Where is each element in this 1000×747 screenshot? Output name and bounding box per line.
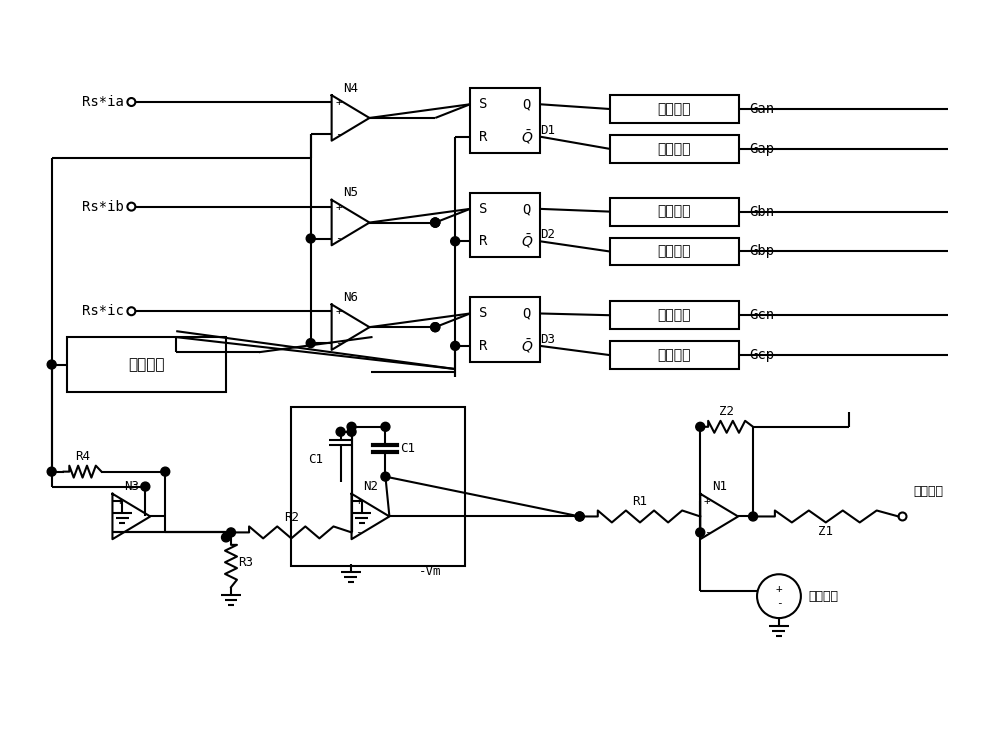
Circle shape [575,512,584,521]
Text: 死区电路: 死区电路 [658,348,691,362]
Circle shape [161,467,170,476]
Text: -: - [776,598,782,608]
Circle shape [696,528,705,537]
Circle shape [451,237,460,246]
Text: +: + [335,306,342,316]
Bar [610,238,739,265]
Text: -Vm: -Vm [419,565,442,577]
Text: D3: D3 [540,333,555,346]
Circle shape [222,533,231,542]
Bar [470,88,540,153]
Text: 输出取样: 输出取样 [913,485,943,498]
Text: S: S [479,306,487,320]
Text: Q: Q [523,306,531,320]
Text: N5: N5 [343,186,358,199]
Text: S: S [479,97,487,111]
Circle shape [575,512,584,521]
Text: R2: R2 [284,511,299,524]
Text: D2: D2 [540,229,555,241]
Text: D1: D1 [540,124,555,137]
Text: Rs*ib: Rs*ib [82,199,123,214]
Text: +: + [704,495,711,506]
Text: +: + [355,495,362,506]
Text: 死区电路: 死区电路 [658,309,691,322]
Circle shape [47,360,56,369]
Text: R: R [479,339,487,353]
Circle shape [431,323,440,332]
Text: 死区电路: 死区电路 [658,102,691,116]
Circle shape [381,422,390,431]
Bar [610,198,739,226]
Text: +: + [335,202,342,211]
Text: 死区电路: 死区电路 [658,205,691,219]
Text: C1: C1 [400,442,415,455]
Text: N2: N2 [363,480,378,493]
Circle shape [47,467,56,476]
Bar [67,337,226,392]
Circle shape [381,472,390,481]
Circle shape [431,218,440,227]
Text: Q: Q [523,202,531,216]
Bar [470,297,540,362]
Text: S: S [479,202,487,216]
Circle shape [347,427,356,436]
Circle shape [227,528,235,537]
Text: -: - [335,338,342,348]
Text: Z1: Z1 [818,525,833,538]
Text: N3: N3 [124,480,139,493]
Text: Q: Q [523,97,531,111]
Circle shape [336,427,345,436]
Text: R3: R3 [238,556,253,568]
Circle shape [347,422,356,431]
Text: Rs*ia: Rs*ia [82,95,123,109]
Text: $\bar{Q}$: $\bar{Q}$ [521,232,533,250]
Circle shape [451,341,460,350]
Circle shape [306,338,315,347]
Bar [610,135,739,163]
Circle shape [141,482,150,491]
Bar [610,301,739,329]
Text: -: - [335,129,342,139]
Text: N6: N6 [343,291,358,304]
Text: N1: N1 [712,480,727,493]
Text: 死区电路: 死区电路 [658,244,691,258]
Text: R: R [479,130,487,143]
Text: Gbn: Gbn [749,205,774,219]
Bar [610,341,739,369]
Text: +: + [116,495,123,506]
Circle shape [749,512,758,521]
Text: -: - [355,527,362,537]
Circle shape [306,234,315,243]
Bar [470,193,540,258]
Text: +: + [335,97,342,107]
Text: Gcp: Gcp [749,348,774,362]
Text: R1: R1 [632,495,647,508]
Bar [610,95,739,123]
Text: Gan: Gan [749,102,774,116]
Circle shape [431,323,440,332]
Text: Gap: Gap [749,142,774,156]
Text: R: R [479,235,487,248]
Text: Z2: Z2 [719,406,734,418]
Text: Gcn: Gcn [749,309,774,322]
Text: 死区电路: 死区电路 [658,142,691,156]
Text: -: - [116,527,123,537]
Text: N4: N4 [343,81,358,95]
Text: C1: C1 [308,453,323,466]
Circle shape [696,422,705,431]
Text: 复位信号: 复位信号 [128,357,165,372]
Circle shape [431,218,440,227]
Text: +: + [776,584,782,594]
Text: -: - [704,527,711,537]
Text: R4: R4 [75,450,90,463]
Text: -: - [335,234,342,244]
Text: $\bar{Q}$: $\bar{Q}$ [521,128,533,146]
Text: 基准电压: 基准电压 [809,589,839,603]
Text: Gbp: Gbp [749,244,774,258]
Text: Rs*ic: Rs*ic [82,304,123,318]
Text: $\bar{Q}$: $\bar{Q}$ [521,337,533,355]
Bar [291,407,465,566]
Circle shape [431,218,440,227]
